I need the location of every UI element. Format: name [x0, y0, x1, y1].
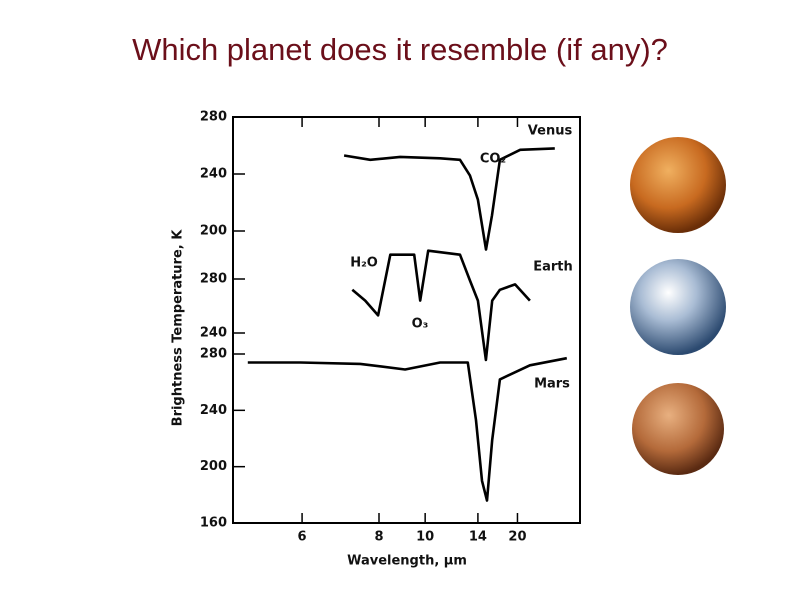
x-tick-label: 10 — [416, 530, 434, 545]
annotation: O₃ — [412, 317, 429, 332]
y-tick-label: 240 — [200, 167, 227, 182]
plot-frame — [232, 116, 581, 524]
y-tick-label: 280 — [200, 110, 227, 125]
y-axis-label: Brightness Temperature, K — [171, 229, 186, 427]
y-tick-label: 280 — [200, 272, 227, 287]
y-tick-label: 200 — [200, 224, 227, 239]
spectrum-line — [247, 356, 568, 502]
x-tick-label: 6 — [298, 530, 307, 545]
series-label: Mars — [534, 377, 570, 392]
mars-image — [632, 383, 724, 475]
annotation: CO₂ — [480, 152, 506, 167]
y-tick-label: 240 — [200, 403, 227, 418]
y-tick-label: 280 — [200, 347, 227, 362]
y-tick-label: 160 — [200, 516, 227, 531]
series-label: Earth — [533, 260, 573, 275]
x-axis-label: Wavelength, µm — [347, 554, 467, 569]
spectrum-line — [351, 249, 531, 362]
spectrum-line — [343, 147, 555, 251]
x-tick-label: 20 — [508, 530, 526, 545]
y-tick-label: 200 — [200, 459, 227, 474]
x-tick-label: 14 — [469, 530, 487, 545]
series-label: Venus — [528, 124, 573, 139]
annotation: H₂O — [350, 256, 378, 271]
slide-title: Which planet does it resemble (if any)? — [132, 32, 668, 67]
venus-image — [630, 137, 726, 233]
y-tick-label: 240 — [200, 326, 227, 341]
earth-image — [630, 259, 726, 355]
x-tick-label: 8 — [374, 530, 383, 545]
